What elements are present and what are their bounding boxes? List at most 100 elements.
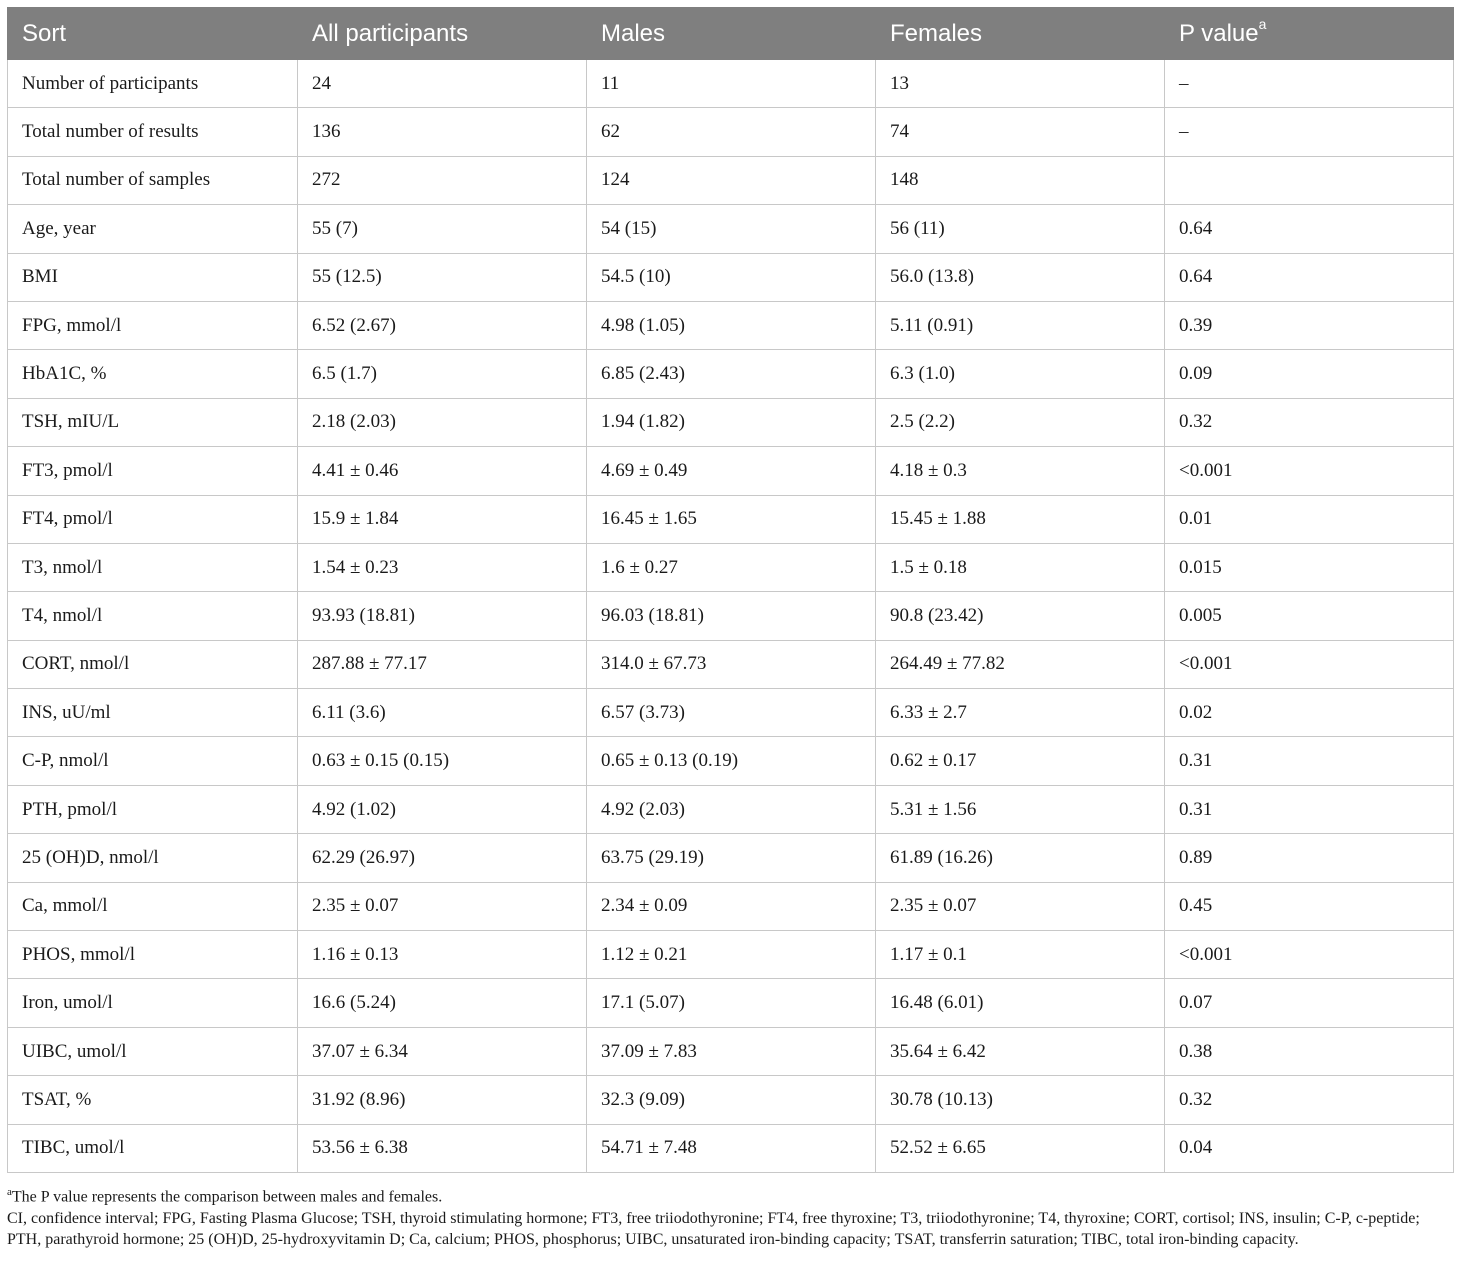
cell-sort: Iron, umol/l bbox=[7, 978, 298, 1028]
cell-all-participants: 62.29 (26.97) bbox=[297, 833, 587, 883]
cell-females: 2.5 (2.2) bbox=[875, 397, 1165, 448]
cell-females: 264.49 ± 77.82 bbox=[875, 639, 1165, 690]
cell-p-value: 0.38 bbox=[1164, 1026, 1454, 1077]
cell-p-value: 0.015 bbox=[1164, 542, 1454, 593]
table-row: Age, year 55 (7) 54 (15) 56 (11) 0.64 bbox=[7, 204, 1454, 254]
table-row: TSH, mIU/L 2.18 (2.03) 1.94 (1.82) 2.5 (2.2… bbox=[7, 397, 1454, 448]
cell-females: 4.18 ± 0.3 bbox=[875, 446, 1165, 496]
cell-p-value: <0.001 bbox=[1164, 446, 1454, 496]
table-row: PHOS, mmol/l 1.16 ± 0.13 1.12 ± 0.21 1.17 ±… bbox=[7, 930, 1454, 980]
cell-males: 6.57 (3.73) bbox=[586, 688, 876, 738]
cell-males: 16.45 ± 1.65 bbox=[586, 494, 876, 544]
document: Sort All participants Males Females P va… bbox=[7, 7, 1454, 1251]
cell-sort: C-P, nmol/l bbox=[7, 736, 298, 786]
cell-females: 52.52 ± 6.65 bbox=[875, 1123, 1165, 1173]
table-row: BMI 55 (12.5) 54.5 (10) 56.0 (13.8) 0.64 bbox=[7, 252, 1454, 302]
cell-females: 15.45 ± 1.88 bbox=[875, 494, 1165, 544]
cell-p-value: 0.04 bbox=[1164, 1123, 1454, 1173]
table-row: 25 (OH)D, nmol/l 62.29 (26.97) 63.75 (29.1… bbox=[7, 833, 1454, 883]
cell-males: 4.69 ± 0.49 bbox=[586, 446, 876, 496]
cell-all-participants: 55 (7) bbox=[297, 204, 587, 254]
cell-males: 63.75 (29.19) bbox=[586, 833, 876, 883]
cell-p-value: 0.07 bbox=[1164, 978, 1454, 1028]
cell-p-value: 0.45 bbox=[1164, 881, 1454, 932]
cell-females: 148 bbox=[875, 155, 1165, 206]
cell-all-participants: 53.56 ± 6.38 bbox=[297, 1123, 587, 1173]
header-females: Females bbox=[875, 7, 1165, 60]
cell-females: 35.64 ± 6.42 bbox=[875, 1026, 1165, 1077]
cell-p-value: 0.64 bbox=[1164, 252, 1454, 302]
cell-females: 13 bbox=[875, 58, 1165, 109]
cell-males: 11 bbox=[586, 58, 876, 109]
cell-p-value: 0.64 bbox=[1164, 204, 1454, 254]
cell-sort: Total number of results bbox=[7, 107, 298, 157]
cell-sort: T3, nmol/l bbox=[7, 542, 298, 593]
cell-p-value: 0.31 bbox=[1164, 736, 1454, 786]
cell-p-value: 0.39 bbox=[1164, 300, 1454, 351]
cell-sort: UIBC, umol/l bbox=[7, 1026, 298, 1077]
table-row: T4, nmol/l 93.93 (18.81) 96.03 (18.81) 90.8… bbox=[7, 591, 1454, 641]
table-footnotes: aThe P value represents the comparison b… bbox=[7, 1182, 1453, 1251]
cell-all-participants: 55 (12.5) bbox=[297, 252, 587, 302]
header-all-participants: All participants bbox=[297, 7, 587, 60]
cell-all-participants: 6.5 (1.7) bbox=[297, 349, 587, 399]
cell-p-value: – bbox=[1164, 107, 1454, 157]
cell-females: 1.17 ± 0.1 bbox=[875, 930, 1165, 980]
header-p-value-label: P value bbox=[1179, 20, 1259, 47]
table-row: TSAT, % 31.92 (8.96) 32.3 (9.09) 30.78 (10.… bbox=[7, 1075, 1454, 1125]
cell-males: 1.6 ± 0.27 bbox=[586, 542, 876, 593]
cell-females: 5.31 ± 1.56 bbox=[875, 784, 1165, 835]
cell-females: 30.78 (10.13) bbox=[875, 1075, 1165, 1125]
cell-all-participants: 136 bbox=[297, 107, 587, 157]
cell-p-value: 0.89 bbox=[1164, 833, 1454, 883]
cell-p-value: 0.32 bbox=[1164, 1075, 1454, 1125]
cell-males: 4.92 (2.03) bbox=[586, 784, 876, 835]
header-sort: Sort bbox=[7, 7, 298, 60]
cell-sort: CORT, nmol/l bbox=[7, 639, 298, 690]
cell-males: 32.3 (9.09) bbox=[586, 1075, 876, 1125]
cell-males: 54.71 ± 7.48 bbox=[586, 1123, 876, 1173]
cell-females: 61.89 (16.26) bbox=[875, 833, 1165, 883]
cell-all-participants: 1.16 ± 0.13 bbox=[297, 930, 587, 980]
cell-all-participants: 4.92 (1.02) bbox=[297, 784, 587, 835]
cell-males: 0.65 ± 0.13 (0.19) bbox=[586, 736, 876, 786]
cell-all-participants: 287.88 ± 77.17 bbox=[297, 639, 587, 690]
cell-females: 6.3 (1.0) bbox=[875, 349, 1165, 399]
cell-females: 90.8 (23.42) bbox=[875, 591, 1165, 641]
cell-males: 314.0 ± 67.73 bbox=[586, 639, 876, 690]
cell-all-participants: 16.6 (5.24) bbox=[297, 978, 587, 1028]
cell-p-value bbox=[1164, 155, 1454, 206]
cell-males: 17.1 (5.07) bbox=[586, 978, 876, 1028]
cell-sort: T4, nmol/l bbox=[7, 591, 298, 641]
cell-sort: Age, year bbox=[7, 204, 298, 254]
cell-females: 2.35 ± 0.07 bbox=[875, 881, 1165, 932]
cell-sort: 25 (OH)D, nmol/l bbox=[7, 833, 298, 883]
cell-males: 96.03 (18.81) bbox=[586, 591, 876, 641]
cell-females: 5.11 (0.91) bbox=[875, 300, 1165, 351]
table-row: Number of participants 24 11 13– bbox=[7, 58, 1454, 109]
cell-p-value: 0.02 bbox=[1164, 688, 1454, 738]
cell-sort: FT4, pmol/l bbox=[7, 494, 298, 544]
cell-males: 1.94 (1.82) bbox=[586, 397, 876, 448]
cell-sort: Total number of samples bbox=[7, 155, 298, 206]
cell-sort: Number of participants bbox=[7, 58, 298, 109]
table-row: Iron, umol/l 16.6 (5.24) 17.1 (5.07) 16.48 … bbox=[7, 978, 1454, 1028]
cell-p-value: 0.32 bbox=[1164, 397, 1454, 448]
cell-sort: PHOS, mmol/l bbox=[7, 930, 298, 980]
header-row: Sort All participants Males Females P va… bbox=[7, 7, 1454, 60]
footnote-a: aThe P value represents the comparison b… bbox=[7, 1182, 1453, 1208]
cell-females: 6.33 ± 2.7 bbox=[875, 688, 1165, 738]
cell-sort: HbA1C, % bbox=[7, 349, 298, 399]
cell-females: 74 bbox=[875, 107, 1165, 157]
table-row: INS, uU/ml 6.11 (3.6) 6.57 (3.73) 6.33 ± 2.… bbox=[7, 688, 1454, 738]
cell-all-participants: 6.52 (2.67) bbox=[297, 300, 587, 351]
table-row: FT4, pmol/l 15.9 ± 1.84 16.45 ± 1.65 15.45 … bbox=[7, 494, 1454, 544]
cell-p-value: – bbox=[1164, 58, 1454, 109]
cell-sort: INS, uU/ml bbox=[7, 688, 298, 738]
header-males: Males bbox=[586, 7, 876, 60]
table-row: HbA1C, % 6.5 (1.7) 6.85 (2.43) 6.3 (1.0) 0.0… bbox=[7, 349, 1454, 399]
cell-males: 1.12 ± 0.21 bbox=[586, 930, 876, 980]
cell-males: 124 bbox=[586, 155, 876, 206]
table-body: Number of participants 24 11 13– Total numbe… bbox=[7, 58, 1454, 1173]
cell-all-participants: 31.92 (8.96) bbox=[297, 1075, 587, 1125]
